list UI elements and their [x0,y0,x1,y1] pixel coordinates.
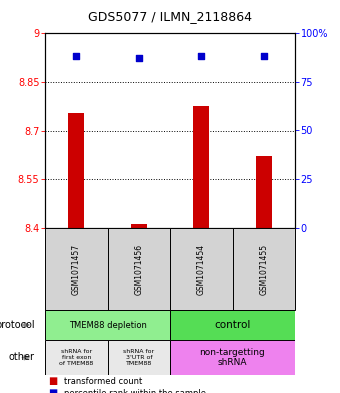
Text: TMEM88 depletion: TMEM88 depletion [69,321,147,329]
Bar [256,156,272,228]
Text: transformed count: transformed count [64,376,142,386]
Text: protocol: protocol [0,320,35,330]
Point [261,53,267,60]
Text: non-targetting
shRNA: non-targetting shRNA [200,348,266,367]
Bar [170,228,233,310]
Text: GSM1071456: GSM1071456 [134,243,143,295]
Text: GSM1071457: GSM1071457 [72,243,81,295]
Bar [170,310,295,340]
Text: GSM1071454: GSM1071454 [197,243,206,295]
Bar [45,228,107,310]
Bar [193,106,209,228]
Point [199,53,204,60]
Text: other: other [9,353,35,362]
Text: ■: ■ [48,388,58,393]
Bar [68,113,84,228]
Text: shRNA for
3'UTR of
TMEM88: shRNA for 3'UTR of TMEM88 [123,349,154,366]
Bar [45,340,107,375]
Text: ■: ■ [48,376,58,386]
Text: GDS5077 / ILMN_2118864: GDS5077 / ILMN_2118864 [88,10,252,23]
Text: control: control [214,320,251,330]
Point [73,53,79,60]
Bar [107,340,170,375]
Bar [233,228,295,310]
Bar [131,224,147,228]
Bar [45,310,170,340]
Bar [170,340,295,375]
Text: percentile rank within the sample: percentile rank within the sample [64,389,206,393]
Text: shRNA for
first exon
of TMEM88: shRNA for first exon of TMEM88 [59,349,94,366]
Bar [107,228,170,310]
Point [136,55,141,61]
Text: GSM1071455: GSM1071455 [259,243,268,295]
